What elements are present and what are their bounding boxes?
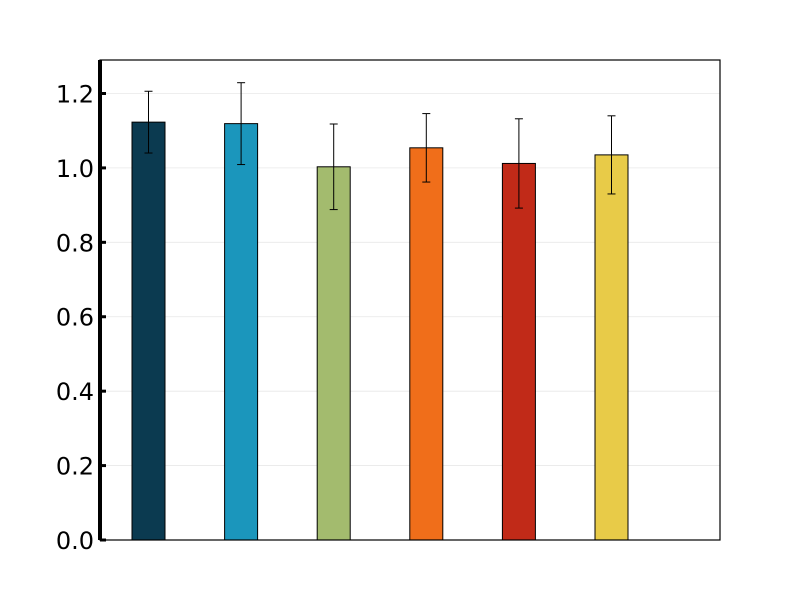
bar [224,123,259,541]
y-tick-label: 0.8 [56,229,94,257]
bar [316,166,351,541]
y-tick-label: 0.4 [56,378,94,406]
bars [131,121,629,541]
y-tick-label: 0.0 [56,527,94,555]
bar [409,147,444,541]
error-bars [144,82,616,211]
y-tick-label: 1.0 [56,155,94,183]
bar [594,154,629,541]
y-tick-label: 0.6 [56,304,94,332]
y-axis-ticks: 0.0 0.2 0.4 0.6 0.8 1.0 1.2 [56,80,106,555]
bar [131,121,166,541]
y-tick-label: 0.2 [56,453,94,481]
y-tick-label: 1.2 [56,80,94,108]
bar [501,162,536,541]
